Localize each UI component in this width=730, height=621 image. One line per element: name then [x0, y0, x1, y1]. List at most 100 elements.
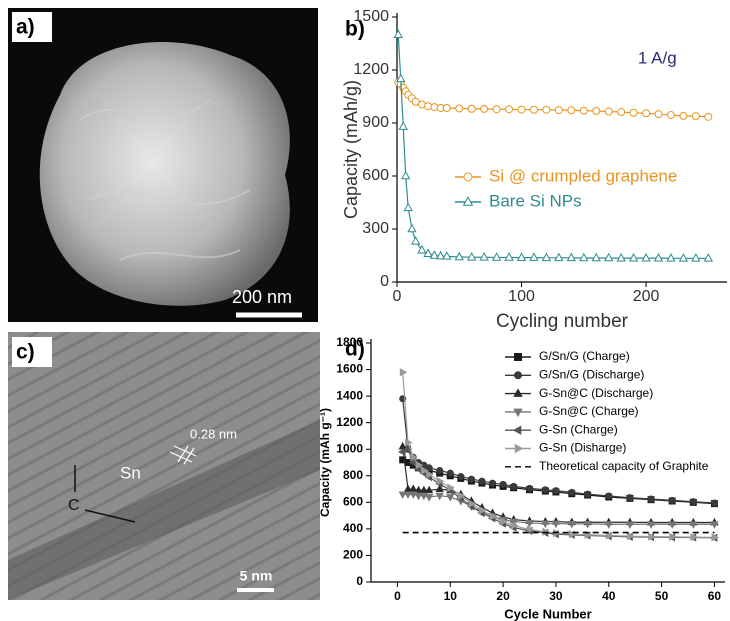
x-tick-label: 100 — [508, 288, 535, 305]
legend-label: G-Sn (Disharge) — [539, 441, 626, 455]
marker — [408, 225, 416, 232]
panel-label: a) — [16, 16, 35, 39]
marker — [606, 493, 612, 499]
x-tick-label: 20 — [496, 589, 510, 603]
y-tick-label: 900 — [362, 114, 389, 131]
legend-label: G-Sn@C (Charge) — [539, 404, 639, 418]
marker — [655, 111, 662, 118]
x-tick-label: 200 — [633, 288, 660, 305]
marker — [555, 107, 562, 114]
marker — [680, 112, 687, 119]
y-tick-label: 400 — [343, 521, 363, 535]
x-tick-label: 60 — [708, 589, 722, 603]
y-axis-label: Capacity (mAh/g) — [341, 80, 361, 219]
x-tick-label: 0 — [394, 589, 401, 603]
marker — [605, 108, 612, 115]
marker — [530, 253, 538, 260]
marker — [593, 107, 600, 114]
annotation: C — [68, 497, 80, 514]
y-tick-label: 800 — [343, 468, 363, 482]
y-tick-label: 1200 — [336, 415, 363, 429]
marker — [553, 488, 559, 494]
y-tick-label: 1500 — [353, 8, 389, 25]
x-axis-label: Cycling number — [496, 311, 629, 332]
y-tick-label: 1400 — [336, 388, 363, 402]
marker — [447, 470, 453, 476]
marker — [592, 254, 600, 261]
y-tick-label: 600 — [343, 495, 363, 509]
marker — [404, 204, 412, 211]
legend-marker — [464, 197, 473, 205]
series-line — [403, 447, 715, 523]
marker — [426, 495, 433, 501]
marker — [527, 485, 533, 491]
marker — [655, 254, 663, 261]
series-line — [398, 82, 708, 116]
marker — [479, 478, 485, 484]
marker — [543, 106, 550, 113]
marker — [402, 172, 410, 179]
marker — [397, 75, 405, 82]
legend-label: Theoretical capacity of Graphite — [539, 459, 709, 473]
marker — [399, 122, 407, 129]
legend-marker — [515, 445, 522, 453]
y-tick-label: 1800 — [336, 335, 363, 349]
legend-label: G/Sn/G (Charge) — [539, 349, 630, 363]
y-tick-label: 200 — [343, 548, 363, 562]
legend-label: G-Sn@C (Discharge) — [539, 386, 653, 400]
x-tick-label: 40 — [602, 589, 616, 603]
marker — [642, 254, 650, 261]
marker — [468, 105, 475, 112]
scale-bar-label: 200 nm — [232, 287, 292, 307]
marker — [505, 253, 513, 260]
marker — [443, 104, 450, 111]
y-axis-label: Capacity (mAh g⁻¹) — [318, 408, 332, 517]
marker — [669, 497, 675, 503]
legend-marker — [464, 173, 472, 181]
marker — [506, 106, 513, 113]
marker — [690, 499, 696, 505]
marker — [568, 107, 575, 114]
annotation: Sn — [120, 463, 141, 482]
x-tick-label: 50 — [655, 589, 669, 603]
y-tick-label: 1000 — [336, 441, 363, 455]
marker — [680, 254, 688, 261]
x-tick-label: 0 — [393, 288, 402, 305]
marker — [493, 253, 501, 260]
x-tick-label: 10 — [444, 589, 458, 603]
marker — [481, 105, 488, 112]
marker — [692, 254, 700, 261]
y-tick-label: 1200 — [353, 61, 389, 78]
marker — [518, 253, 526, 260]
marker — [567, 254, 575, 261]
marker — [705, 113, 712, 120]
marker — [580, 107, 587, 114]
marker — [518, 106, 525, 113]
legend-label: Bare Si NPs — [489, 191, 582, 210]
marker — [490, 480, 496, 486]
y-tick-label: 300 — [362, 220, 389, 237]
marker — [667, 254, 675, 261]
marker — [511, 483, 517, 489]
y-tick-label: 600 — [362, 167, 389, 184]
marker — [456, 105, 463, 112]
marker — [493, 106, 500, 113]
particle — [40, 42, 290, 306]
series-line — [398, 35, 708, 259]
marker — [605, 254, 613, 261]
marker — [585, 491, 591, 497]
marker — [480, 253, 488, 260]
legend-marker — [514, 426, 521, 434]
marker — [630, 254, 638, 261]
legend-marker — [515, 354, 522, 361]
marker — [627, 495, 633, 501]
marker — [692, 113, 699, 120]
marker — [468, 253, 476, 260]
legend-label: G/Sn/G (Discharge) — [539, 367, 644, 381]
marker — [643, 110, 650, 117]
y-tick-label: 0 — [380, 273, 389, 290]
marker — [617, 254, 625, 261]
x-tick-label: 30 — [549, 589, 563, 603]
marker — [569, 489, 575, 495]
y-tick-label: 0 — [356, 574, 363, 588]
